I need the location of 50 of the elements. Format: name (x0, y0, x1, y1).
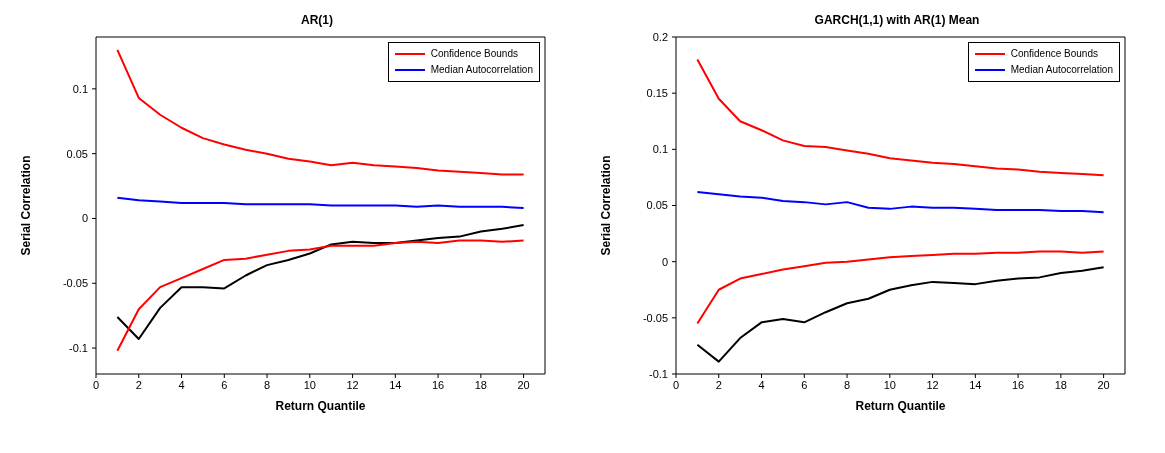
y-axis-title: Serial Correlation (19, 155, 34, 256)
x-tick-label: 8 (843, 378, 851, 391)
x-tick-label: 2 (715, 378, 722, 391)
y-axis-title: Serial Correlation (599, 155, 614, 256)
x-tick-label: 10 (883, 378, 896, 391)
y-tick-label: 0.15 (646, 87, 668, 100)
x-tick-label: 0 (672, 378, 680, 391)
line-series (116, 196, 525, 210)
chart-title: AR(1) (301, 13, 333, 27)
x-tick-label: 12 (346, 378, 359, 391)
x-tick-label: 8 (263, 378, 271, 391)
line-series (116, 239, 525, 352)
legend-label: Confidence Bounds (430, 47, 518, 61)
x-tick-label: 2 (135, 378, 142, 391)
legend-label: Median Autocorrelation (1010, 63, 1113, 77)
y-tick-label: 0.05 (646, 199, 668, 212)
y-tick-label: -0.05 (62, 277, 88, 290)
chart-title: GARCH(1,1) with AR(1) Mean (814, 13, 980, 27)
x-tick-label: 4 (178, 378, 185, 391)
y-tick-label: -0.1 (649, 367, 668, 380)
x-tick-label: 4 (758, 378, 765, 391)
x-tick-label: 12 (926, 378, 939, 391)
x-tick-label: 10 (303, 378, 316, 391)
x-tick-label: 16 (431, 378, 445, 391)
x-tick-label: 6 (221, 378, 228, 391)
x-tick-label: 18 (1054, 378, 1067, 391)
x-tick-label: 6 (801, 378, 808, 391)
x-tick-label: 20 (1097, 378, 1110, 391)
line-series (696, 266, 1105, 363)
x-axis-title: Return Quantile (855, 399, 946, 413)
x-tick-label: 18 (474, 378, 487, 391)
line-series (116, 223, 525, 340)
line-series (696, 191, 1105, 214)
y-tick-label: 0 (661, 255, 668, 268)
x-tick-label: 0 (92, 378, 100, 391)
y-tick-label: 0.2 (652, 30, 668, 43)
legend-label: Confidence Bounds (1010, 47, 1098, 61)
y-tick-label: 0 (81, 212, 88, 225)
y-tick-label: -0.1 (69, 341, 88, 354)
y-tick-label: 0.1 (72, 82, 88, 95)
y-tick-label: 0.05 (66, 147, 88, 160)
legend-label: Median Autocorrelation (430, 63, 533, 77)
y-tick-label: 0.1 (652, 143, 668, 156)
x-axis-title: Return Quantile (275, 399, 366, 413)
line-series (696, 250, 1105, 325)
x-tick-label: 20 (517, 378, 530, 391)
x-tick-label: 14 (969, 378, 982, 391)
y-tick-label: -0.05 (642, 311, 668, 324)
x-tick-label: 14 (389, 378, 402, 391)
x-tick-label: 16 (1011, 378, 1025, 391)
